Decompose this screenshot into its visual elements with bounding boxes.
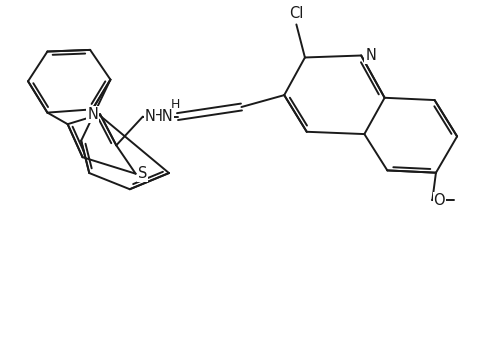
Text: O: O	[434, 193, 445, 208]
Text: N: N	[87, 107, 98, 122]
Text: N: N	[145, 109, 156, 124]
Text: H: H	[171, 98, 180, 111]
Text: Cl: Cl	[289, 5, 304, 20]
Text: HN: HN	[152, 109, 174, 124]
Text: S: S	[138, 166, 147, 181]
Text: N: N	[365, 48, 376, 63]
